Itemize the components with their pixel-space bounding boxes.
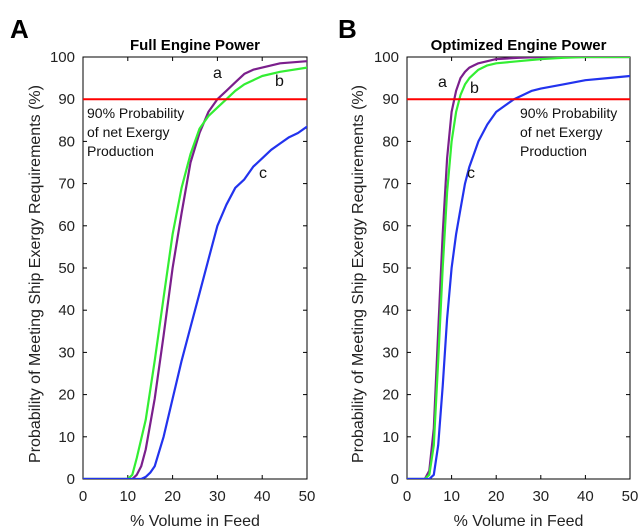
y-tick-label: 90 — [382, 91, 399, 108]
curve-label-c: c — [259, 165, 267, 182]
y-tick-label: 90 — [58, 91, 75, 108]
annotation-line: Production — [87, 143, 154, 159]
y-tick-label: 80 — [58, 133, 75, 150]
x-tick-label: 40 — [577, 488, 594, 505]
x-tick-label: 30 — [209, 488, 226, 505]
annotation-line: 90% Probability — [520, 105, 617, 121]
y-tick-label: 10 — [382, 429, 399, 446]
x-axis-label: % Volume in Feed — [130, 513, 260, 530]
chart-title: Optimized Engine Power — [431, 37, 607, 54]
curve-label-b: b — [470, 80, 479, 97]
annotation-line: Production — [520, 143, 587, 159]
y-tick-label: 50 — [382, 260, 399, 277]
x-tick-label: 40 — [254, 488, 271, 505]
x-tick-label: 0 — [79, 488, 87, 505]
y-tick-label: 30 — [58, 344, 75, 361]
y-tick-label: 50 — [58, 260, 75, 277]
y-tick-label: 10 — [58, 429, 75, 446]
x-axis-label: % Volume in Feed — [454, 513, 584, 530]
x-tick-label: 10 — [443, 488, 460, 505]
x-tick-label: 10 — [119, 488, 136, 505]
y-tick-label: 70 — [58, 176, 75, 193]
y-tick-label: 60 — [58, 218, 75, 235]
annotation-line: 90% Probability — [87, 105, 184, 121]
panel-letter: A — [10, 14, 29, 44]
y-axis-label: Probability of Meeting Ship Exergy Requi… — [27, 85, 44, 463]
y-tick-label: 100 — [374, 49, 399, 66]
plot-area — [407, 57, 630, 479]
chart-title: Full Engine Power — [130, 37, 260, 54]
series-line-a — [83, 60, 307, 479]
y-tick-label: 70 — [382, 176, 399, 193]
panel-letter: B — [338, 14, 357, 44]
y-axis-label: Probability of Meeting Ship Exergy Requi… — [350, 85, 367, 463]
x-tick-label: 30 — [532, 488, 549, 505]
y-tick-label: 60 — [382, 218, 399, 235]
y-tick-label: 0 — [67, 471, 75, 488]
y-tick-label: 20 — [382, 387, 399, 404]
x-tick-label: 20 — [488, 488, 505, 505]
y-tick-label: 30 — [382, 344, 399, 361]
x-tick-label: 20 — [164, 488, 181, 505]
y-tick-label: 0 — [391, 471, 399, 488]
y-tick-label: 100 — [50, 49, 75, 66]
series-line-c — [83, 125, 307, 479]
y-tick-label: 40 — [382, 302, 399, 319]
series-line-b — [407, 57, 630, 479]
annotation-line: of net Exergy — [87, 124, 170, 140]
series-line-c — [407, 74, 630, 479]
curve-label-a: a — [438, 74, 447, 91]
y-tick-label: 40 — [58, 302, 75, 319]
curve-label-c: c — [467, 165, 475, 182]
x-tick-label: 50 — [299, 488, 316, 505]
y-tick-label: 20 — [58, 387, 75, 404]
x-tick-label: 50 — [622, 488, 639, 505]
plot-area — [83, 60, 307, 479]
y-tick-label: 80 — [382, 133, 399, 150]
curve-label-b: b — [275, 73, 284, 90]
annotation-line: of net Exergy — [520, 124, 603, 140]
curve-label-a: a — [213, 65, 222, 82]
x-tick-label: 0 — [403, 488, 411, 505]
series-line-b — [83, 66, 307, 479]
panel-b: B Optimized Engine Power 0 10 20 30 40 50 60 70 80… — [338, 14, 638, 530]
